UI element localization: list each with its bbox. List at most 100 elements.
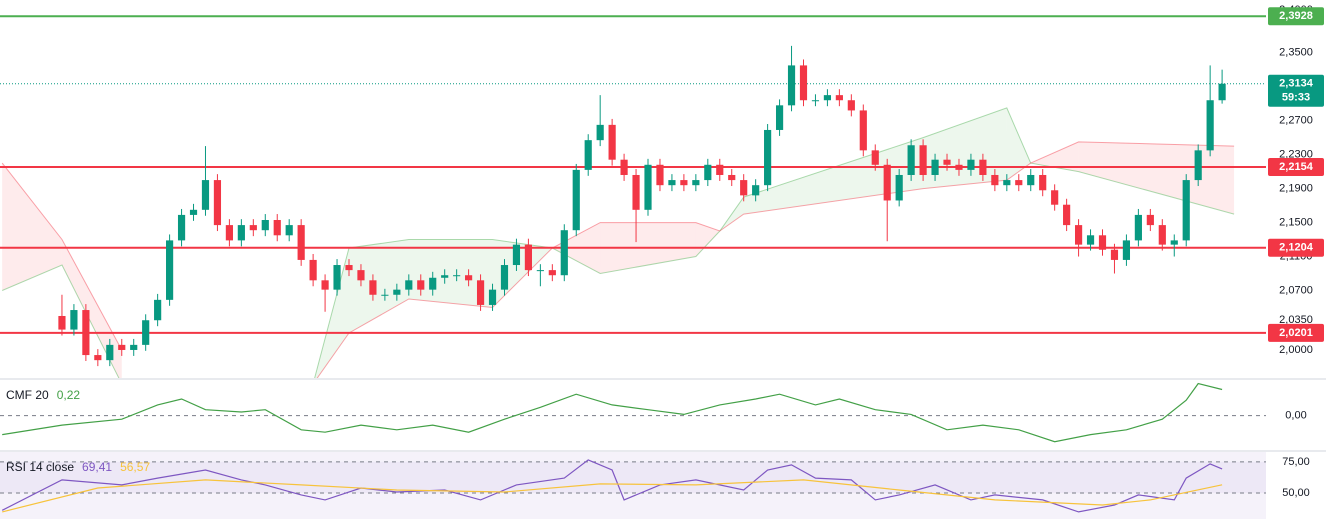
candle-body bbox=[1003, 180, 1011, 186]
cmf-panel bbox=[0, 382, 1266, 443]
candle-body bbox=[237, 225, 245, 241]
candle-body bbox=[1158, 225, 1166, 245]
candle-body bbox=[106, 344, 114, 361]
candle-body bbox=[512, 244, 521, 266]
indicator-line bbox=[2, 479, 1223, 513]
candle-body bbox=[345, 265, 353, 271]
candle-body bbox=[1194, 150, 1202, 181]
price-panel bbox=[0, 15, 1266, 378]
cloud-fill bbox=[2, 163, 62, 291]
candle-body bbox=[584, 140, 592, 170]
indicator-value: 69,41 bbox=[82, 460, 112, 474]
candle-body bbox=[799, 65, 808, 101]
cloud-fill bbox=[408, 239, 493, 308]
candle-body bbox=[740, 180, 748, 196]
level-label: 2,0201 bbox=[1279, 327, 1313, 339]
cloud-fill bbox=[61, 239, 122, 378]
indicator-title: CMF 20 bbox=[6, 388, 49, 402]
candle-body bbox=[787, 65, 796, 106]
candle-body bbox=[1146, 214, 1154, 226]
candle-body bbox=[1039, 174, 1047, 191]
candle-body bbox=[548, 270, 556, 276]
candle-body bbox=[752, 185, 760, 196]
candle-body bbox=[644, 164, 652, 210]
last-price-label: 2,3134 bbox=[1279, 78, 1314, 90]
y-tick-label: 2,2300 bbox=[1279, 149, 1313, 161]
y-tick-label: 2,0000 bbox=[1279, 344, 1313, 356]
candle-body bbox=[608, 124, 616, 160]
candle-body bbox=[823, 95, 832, 101]
candle-body bbox=[1027, 174, 1035, 186]
candle-body bbox=[811, 100, 820, 102]
indicator-value: 0,22 bbox=[57, 388, 81, 402]
candle-body bbox=[620, 159, 628, 175]
candle-body bbox=[453, 275, 461, 277]
candle-body bbox=[931, 159, 939, 175]
candle-body bbox=[1218, 83, 1226, 101]
candle-body bbox=[189, 209, 198, 215]
level-label: 2,2154 bbox=[1279, 161, 1314, 173]
candle-body bbox=[393, 289, 401, 295]
candle-body bbox=[225, 225, 233, 241]
candle-body bbox=[333, 265, 341, 290]
candle-body bbox=[201, 180, 210, 210]
price-axis: 2,40002,35002,27002,23002,19002,15002,11… bbox=[1268, 4, 1324, 499]
last-price-box bbox=[1268, 74, 1324, 107]
candle-body bbox=[1015, 180, 1023, 186]
candle-body bbox=[82, 310, 90, 356]
rsi-panel bbox=[0, 452, 1266, 519]
candle-body bbox=[835, 95, 843, 101]
candle-body bbox=[429, 277, 437, 290]
candle-body bbox=[560, 230, 568, 276]
cloud-span-b bbox=[1, 141, 1235, 378]
cloud-fill bbox=[492, 239, 553, 308]
level-label: 2,1204 bbox=[1279, 242, 1314, 254]
cloud-fill bbox=[719, 197, 744, 232]
candle-body bbox=[883, 164, 891, 201]
candle-body bbox=[94, 355, 102, 361]
candle-body bbox=[441, 275, 449, 278]
candle-body bbox=[309, 259, 317, 281]
candle-body bbox=[369, 280, 377, 295]
cloud-fill bbox=[349, 239, 409, 333]
candle-body bbox=[130, 344, 138, 350]
candle-body bbox=[656, 164, 664, 186]
candle-body bbox=[142, 320, 150, 345]
candle-body bbox=[764, 129, 772, 186]
candle-body bbox=[907, 145, 915, 175]
candle-body bbox=[979, 159, 987, 175]
candle-body bbox=[177, 214, 186, 241]
candle-body bbox=[249, 225, 257, 231]
candle-body bbox=[524, 244, 532, 271]
candle-body bbox=[70, 310, 78, 330]
y-tick-label: 2,1500 bbox=[1279, 216, 1313, 228]
candle-body bbox=[1074, 225, 1083, 245]
candle-body bbox=[1098, 235, 1107, 250]
candle-body bbox=[596, 124, 604, 141]
candle-body bbox=[1170, 240, 1178, 245]
candle-body bbox=[297, 225, 305, 260]
y-tick-label: 75,00 bbox=[1282, 456, 1310, 468]
y-tick-label: 2,0700 bbox=[1279, 284, 1313, 296]
candle-body bbox=[847, 100, 855, 111]
candle-body bbox=[58, 315, 66, 330]
candle-body bbox=[1182, 180, 1190, 241]
candle-body bbox=[895, 174, 903, 201]
rsi-band bbox=[0, 452, 1266, 519]
y-tick-label: 50,00 bbox=[1282, 487, 1310, 499]
candle-body bbox=[417, 280, 425, 290]
candle-body bbox=[536, 270, 544, 272]
candle-body bbox=[285, 225, 293, 236]
candle-body bbox=[321, 280, 329, 290]
candle-body bbox=[859, 110, 867, 151]
candle-body bbox=[728, 174, 736, 181]
level-label-box bbox=[1268, 323, 1324, 342]
indicator-line bbox=[2, 382, 1223, 443]
candle-body bbox=[1122, 240, 1131, 260]
candle-body bbox=[991, 174, 999, 186]
candle-body bbox=[381, 294, 389, 296]
candle-body bbox=[213, 180, 222, 226]
cloud-fill bbox=[1030, 141, 1079, 172]
level-label-box bbox=[1268, 7, 1324, 26]
y-tick-label: 2,0350 bbox=[1279, 314, 1313, 326]
